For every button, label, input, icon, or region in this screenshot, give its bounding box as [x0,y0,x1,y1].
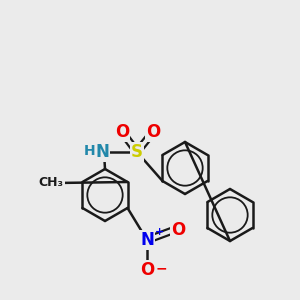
Text: O: O [140,261,154,279]
Text: CH₃: CH₃ [38,176,64,190]
Text: N: N [95,143,109,161]
Text: −: − [156,261,168,275]
Text: O: O [115,123,129,141]
Text: O: O [146,123,160,141]
Text: N: N [140,231,154,249]
Text: +: + [155,227,164,237]
Text: O: O [171,221,185,239]
Text: S: S [131,143,143,161]
Text: H: H [84,144,96,158]
